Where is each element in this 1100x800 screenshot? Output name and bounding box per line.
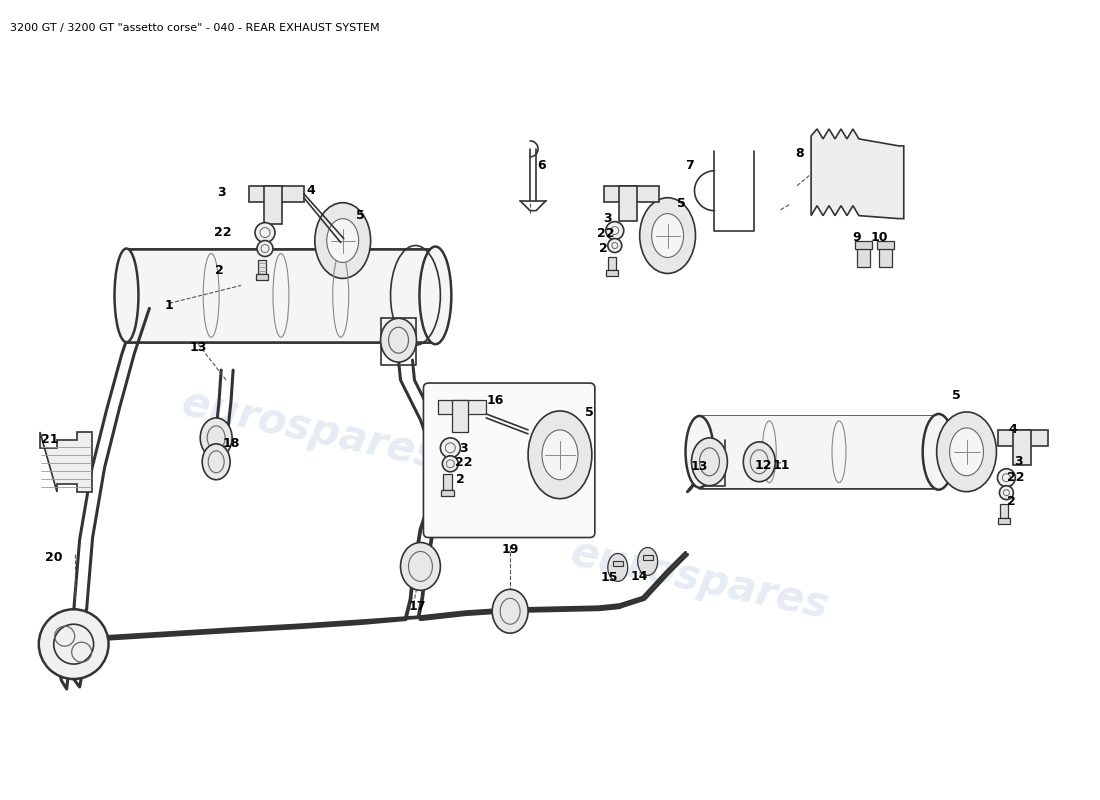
Text: 5: 5 [953, 389, 961, 402]
Ellipse shape [608, 238, 622, 253]
Ellipse shape [542, 430, 578, 480]
Bar [264, 186, 282, 224]
Ellipse shape [606, 222, 624, 239]
Ellipse shape [257, 241, 273, 257]
Bar [441, 490, 454, 496]
Text: 8: 8 [795, 147, 803, 160]
Bar [999, 518, 1011, 523]
Bar [879, 246, 892, 267]
Polygon shape [40, 432, 91, 492]
Text: 15: 15 [601, 571, 618, 584]
Ellipse shape [202, 444, 230, 480]
Text: 4: 4 [1008, 423, 1016, 436]
Ellipse shape [327, 218, 359, 262]
Ellipse shape [949, 428, 983, 476]
Ellipse shape [400, 542, 440, 590]
Text: 2: 2 [214, 264, 223, 277]
Bar [1000, 504, 1009, 518]
Ellipse shape [39, 610, 109, 679]
Text: 11: 11 [772, 459, 790, 472]
Ellipse shape [937, 412, 997, 492]
Ellipse shape [200, 418, 232, 458]
Bar [258, 261, 266, 274]
Text: 20: 20 [45, 551, 63, 564]
Text: 2: 2 [455, 474, 464, 486]
Bar [855, 241, 872, 249]
Text: 6: 6 [538, 159, 547, 172]
Text: 13: 13 [691, 460, 708, 474]
Text: 3200 GT / 3200 GT "assetto corse" - 040 - REAR EXHAUST SYSTEM: 3200 GT / 3200 GT "assetto corse" - 040 … [10, 23, 379, 34]
Ellipse shape [651, 214, 683, 258]
Text: 3: 3 [217, 186, 226, 199]
Bar [126, 249, 436, 343]
Bar [700, 416, 938, 488]
Ellipse shape [923, 414, 955, 490]
Text: 2: 2 [600, 242, 608, 255]
Ellipse shape [528, 411, 592, 498]
Bar [604, 186, 659, 202]
Ellipse shape [685, 416, 714, 488]
Ellipse shape [440, 438, 460, 458]
Text: eurospares: eurospares [566, 531, 833, 627]
Ellipse shape [419, 246, 451, 344]
Bar [443, 474, 452, 490]
Text: eurospares: eurospares [178, 382, 444, 478]
Text: 17: 17 [409, 600, 426, 613]
Text: 5: 5 [585, 406, 594, 419]
Bar [1013, 430, 1032, 465]
Bar [606, 270, 618, 277]
Text: 3: 3 [1014, 455, 1023, 468]
Bar [452, 400, 469, 432]
Bar [877, 241, 894, 249]
Ellipse shape [640, 198, 695, 274]
Ellipse shape [608, 554, 628, 582]
Text: 5: 5 [678, 197, 686, 210]
Ellipse shape [255, 222, 275, 242]
Ellipse shape [638, 547, 658, 575]
Text: 21: 21 [41, 434, 58, 446]
Bar [439, 400, 486, 414]
Bar [613, 562, 623, 566]
FancyBboxPatch shape [424, 383, 595, 538]
Text: 14: 14 [631, 570, 648, 583]
Polygon shape [811, 129, 904, 218]
Text: 4: 4 [307, 184, 316, 198]
Text: 22: 22 [454, 456, 472, 470]
Bar [249, 186, 304, 202]
Text: 22: 22 [1006, 471, 1024, 484]
Text: 1: 1 [165, 299, 174, 312]
Text: 10: 10 [870, 231, 888, 244]
Bar [999, 430, 1048, 446]
Ellipse shape [315, 202, 371, 278]
Text: 19: 19 [502, 543, 519, 556]
Text: 22: 22 [214, 226, 232, 239]
Ellipse shape [442, 456, 459, 472]
Text: 22: 22 [597, 227, 615, 240]
Ellipse shape [381, 318, 417, 362]
Ellipse shape [492, 590, 528, 633]
Text: 3: 3 [459, 442, 468, 455]
Bar [608, 257, 616, 270]
Ellipse shape [114, 249, 139, 342]
Text: 2: 2 [1006, 495, 1015, 508]
Text: 9: 9 [852, 231, 861, 244]
Ellipse shape [998, 469, 1015, 486]
Bar [642, 555, 652, 561]
Text: 7: 7 [685, 159, 694, 172]
Text: 3: 3 [604, 212, 612, 225]
Text: 5: 5 [356, 209, 365, 222]
Ellipse shape [1000, 486, 1013, 500]
Text: 16: 16 [486, 394, 504, 406]
Ellipse shape [692, 438, 727, 486]
Ellipse shape [744, 442, 775, 482]
Text: 12: 12 [755, 459, 772, 472]
Text: 13: 13 [189, 341, 207, 354]
Bar [256, 274, 268, 281]
Bar [857, 246, 870, 267]
Text: 18: 18 [222, 438, 240, 450]
Bar [619, 186, 637, 221]
